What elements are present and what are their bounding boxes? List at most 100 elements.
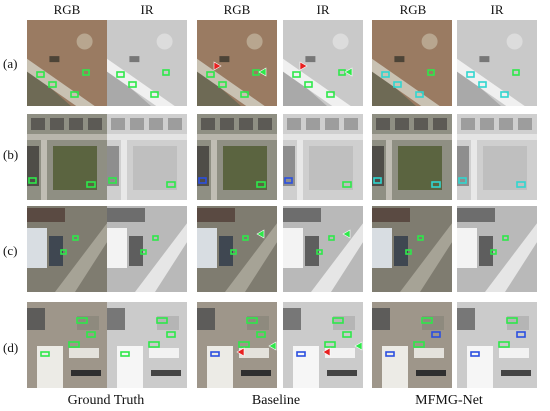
- tile-mfmg-a-ir: [457, 20, 537, 106]
- aerial-image-mfmg-a-ir: [457, 20, 537, 106]
- detection-box-gt-a-RGB-3: [70, 91, 79, 98]
- aerial-image-gt-d-ir: [107, 302, 187, 388]
- detection-box-mfmg-c-RGB-2: [405, 249, 412, 255]
- aerial-image-gt-b-rgb: [27, 114, 107, 200]
- col-header-baseline-rgb: RGB: [223, 2, 251, 17]
- detection-box-mfmg-c-IR-2: [490, 249, 497, 255]
- aerial-image-baseline-b-rgb: [197, 114, 277, 200]
- aerial-image-gt-c-ir: [107, 206, 187, 292]
- green-arrow-d-RGB: [268, 341, 277, 351]
- detection-box-gt-a-RGB-1: [36, 71, 45, 78]
- detection-box-gt-b-RGB-1: [28, 177, 37, 184]
- row-label-a: (a): [3, 56, 18, 71]
- detection-box-baseline-c-IR-2: [316, 249, 323, 255]
- aerial-image-gt-c-rgb: [27, 206, 107, 292]
- detection-box-baseline-c-RGB-1: [242, 235, 249, 241]
- aerial-image-baseline-d-ir: [283, 302, 363, 388]
- tile-mfmg-a-rgb: [372, 20, 452, 106]
- aerial-image-mfmg-d-rgb: [372, 302, 452, 388]
- tile-mfmg-c-rgb: [372, 206, 452, 292]
- green-arrow-d-IR: [354, 341, 363, 351]
- detection-box-gt-d-RGB-2: [86, 331, 96, 338]
- tile-gt-a-rgb: [27, 20, 107, 106]
- detection-box-baseline-a-IR-3: [326, 91, 335, 98]
- detection-box-mfmg-d-RGB-2: [431, 331, 441, 338]
- detection-box-mfmg-d-IR-2: [516, 331, 526, 338]
- detection-box-mfmg-d-RGB-4: [413, 341, 425, 348]
- aerial-image-mfmg-c-rgb: [372, 206, 452, 292]
- detection-box-baseline-d-RGB-1: [246, 317, 258, 324]
- detection-box-baseline-a-RGB-3: [240, 91, 249, 98]
- green-arrow-c-RGB: [256, 229, 265, 239]
- tile-gt-b-rgb: [27, 114, 107, 200]
- aerial-image-baseline-b-ir: [283, 114, 363, 200]
- tile-baseline-a-ir: [283, 20, 363, 106]
- tile-mfmg-c-ir: [457, 206, 537, 292]
- aerial-image-baseline-d-rgb: [197, 302, 277, 388]
- col-header-gt-rgb: RGB: [53, 2, 81, 17]
- aerial-image-mfmg-c-ir: [457, 206, 537, 292]
- detection-box-baseline-a-IR-4: [338, 69, 346, 76]
- tile-gt-d-rgb: [27, 302, 107, 388]
- detection-box-gt-d-IR-4: [148, 341, 160, 348]
- tile-gt-c-ir: [107, 206, 187, 292]
- detection-box-mfmg-b-IR-1: [458, 177, 467, 184]
- detection-box-baseline-d-RGB-2: [256, 331, 266, 338]
- detection-box-baseline-a-RGB-1: [206, 71, 215, 78]
- detection-box-mfmg-d-RGB-1: [421, 317, 433, 324]
- detection-box-gt-c-IR-2: [140, 249, 147, 255]
- row-label-b: (b): [3, 147, 19, 162]
- detection-box-mfmg-d-RGB-3: [385, 351, 395, 357]
- tile-baseline-d-rgb: [197, 302, 277, 388]
- detection-box-gt-a-IR-2: [128, 81, 137, 88]
- detection-box-gt-d-IR-3: [120, 351, 130, 357]
- detection-box-gt-c-RGB-2: [60, 249, 67, 255]
- aerial-image-baseline-c-ir: [283, 206, 363, 292]
- detection-box-gt-d-IR-1: [156, 317, 168, 324]
- detection-box-baseline-d-RGB-4: [238, 341, 250, 348]
- group-label-ground-truth: Ground Truth: [67, 393, 145, 408]
- tile-gt-c-rgb: [27, 206, 107, 292]
- detection-box-baseline-b-IR-2: [342, 181, 352, 188]
- detection-box-mfmg-c-IR-1: [502, 235, 509, 241]
- detection-box-gt-b-RGB-2: [86, 181, 96, 188]
- detection-box-mfmg-c-RGB-1: [417, 235, 424, 241]
- aerial-image-baseline-c-rgb: [197, 206, 277, 292]
- aerial-image-mfmg-b-ir: [457, 114, 537, 200]
- detection-box-gt-d-RGB-1: [76, 317, 88, 324]
- col-header-gt-ir: IR: [140, 2, 154, 17]
- detection-box-baseline-d-IR-4: [324, 341, 336, 348]
- tile-gt-d-ir: [107, 302, 187, 388]
- green-arrow-a-IR: [344, 67, 353, 77]
- row-label-c: (c): [3, 243, 18, 258]
- detection-box-baseline-b-IR-1: [284, 177, 293, 184]
- aerial-image-mfmg-b-rgb: [372, 114, 452, 200]
- col-header-mfmg-rgb: RGB: [399, 2, 427, 17]
- detection-box-baseline-d-IR-1: [332, 317, 344, 324]
- detection-box-baseline-c-IR-1: [328, 235, 335, 241]
- detection-box-gt-c-IR-1: [152, 235, 159, 241]
- col-header-mfmg-ir: IR: [490, 2, 504, 17]
- green-arrow-a-RGB: [258, 67, 267, 77]
- detection-box-baseline-a-RGB-2: [218, 81, 227, 88]
- red-arrow-a-RGB: [213, 61, 222, 71]
- aerial-image-baseline-a-ir: [283, 20, 363, 106]
- detection-box-gt-a-IR-4: [162, 69, 170, 76]
- detection-box-mfmg-d-IR-4: [498, 341, 510, 348]
- red-arrow-a-IR: [299, 61, 308, 71]
- tile-baseline-a-rgb: [197, 20, 277, 106]
- detection-box-gt-b-IR-1: [108, 177, 117, 184]
- detection-box-gt-d-IR-2: [166, 331, 176, 338]
- aerial-image-gt-a-rgb: [27, 20, 107, 106]
- aerial-image-gt-d-rgb: [27, 302, 107, 388]
- group-label-baseline: Baseline: [251, 393, 301, 408]
- red-arrow-d-RGB: [236, 347, 245, 357]
- aerial-image-gt-b-ir: [107, 114, 187, 200]
- detection-box-gt-b-IR-2: [166, 181, 176, 188]
- detection-box-gt-a-IR-3: [150, 91, 159, 98]
- tile-mfmg-d-rgb: [372, 302, 452, 388]
- tile-baseline-b-ir: [283, 114, 363, 200]
- aerial-image-mfmg-a-rgb: [372, 20, 452, 106]
- detection-box-gt-a-RGB-2: [48, 81, 57, 88]
- detection-box-gt-d-RGB-3: [40, 351, 50, 357]
